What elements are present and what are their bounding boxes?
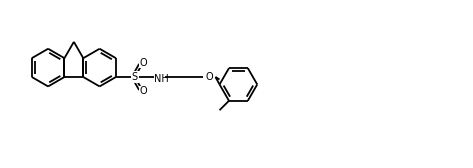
- Text: O: O: [139, 58, 147, 68]
- Text: S: S: [131, 72, 138, 82]
- Text: NH: NH: [154, 74, 168, 84]
- Text: O: O: [205, 72, 213, 82]
- Text: O: O: [139, 86, 147, 96]
